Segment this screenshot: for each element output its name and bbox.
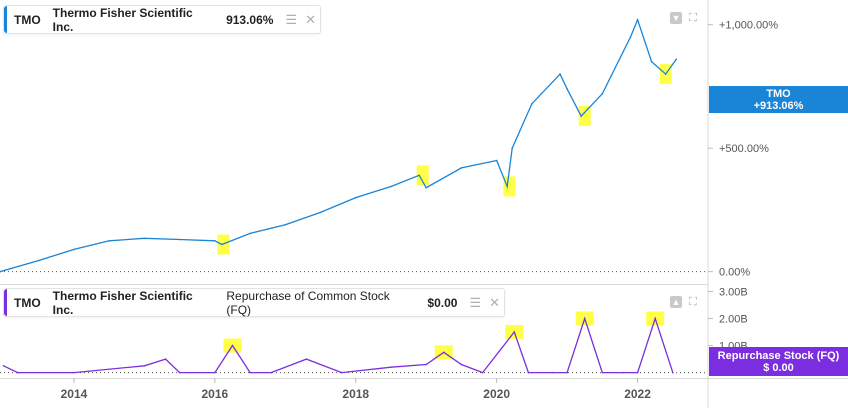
- data-point: [460, 363, 463, 366]
- data-point: [164, 358, 167, 360]
- series-color-bar: [4, 6, 7, 33]
- data-point: [531, 102, 533, 105]
- price-tag-ticker: TMO: [766, 88, 791, 100]
- data-point: [143, 237, 146, 240]
- data-point: [566, 371, 568, 374]
- data-point: [214, 239, 216, 242]
- y-tick-label: 2.00B: [719, 313, 748, 325]
- x-tick-label: 2014: [61, 387, 88, 401]
- legend-ticker[interactable]: TMO: [14, 295, 41, 310]
- data-point: [552, 371, 554, 374]
- data-point: [506, 185, 509, 188]
- data-point: [221, 243, 223, 246]
- data-point: [675, 58, 678, 61]
- data-point: [249, 371, 251, 374]
- data-point: [305, 358, 308, 360]
- bottom-legend: TMO Thermo Fisher Scientific Inc. Repurc…: [3, 288, 505, 317]
- highlight-marker: [578, 106, 591, 127]
- data-point: [664, 73, 667, 75]
- legend-value: $0.00: [427, 295, 458, 310]
- data-point: [481, 371, 484, 374]
- close-icon[interactable]: ✕: [305, 11, 316, 27]
- data-point: [580, 115, 582, 117]
- tmo-price-line: [0, 17, 677, 273]
- price-tag-value: +913.06%: [753, 100, 804, 112]
- data-point: [527, 371, 530, 374]
- legend-value: 913.06%: [226, 12, 274, 27]
- data-point: [178, 371, 181, 374]
- data-point: [231, 344, 234, 347]
- highlight-marker: [503, 176, 516, 197]
- repurchase-line: [3, 316, 674, 374]
- highlight-marker: [416, 165, 429, 186]
- y-tick-label: +500.00%: [719, 143, 769, 155]
- data-point: [513, 331, 516, 333]
- buyback-tag-name: Repurchase Stock (FQ): [717, 350, 840, 362]
- bottom-chart-tools: ▲ ⛶: [670, 296, 699, 308]
- layers-icon[interactable]: ☰: [469, 294, 482, 310]
- data-point: [636, 18, 639, 21]
- buyback-value-tag: Repurchase Stock (FQ) $ 0.00: [709, 347, 848, 376]
- layers-icon[interactable]: ☰: [285, 11, 298, 27]
- data-point: [601, 371, 604, 374]
- x-tick-label: 2016: [202, 387, 229, 401]
- series-color-bar: [4, 289, 7, 316]
- data-point: [37, 259, 40, 262]
- data-point: [495, 159, 498, 162]
- data-point: [566, 88, 568, 90]
- data-point: [249, 232, 251, 235]
- data-point: [443, 351, 445, 354]
- data-point: [16, 371, 19, 374]
- data-point: [108, 239, 110, 242]
- data-point: [340, 371, 343, 374]
- data-point: [354, 196, 357, 199]
- data-point: [629, 36, 632, 38]
- x-tick-label: 2020: [483, 387, 510, 401]
- data-point: [390, 366, 392, 368]
- data-point: [622, 371, 625, 374]
- close-icon[interactable]: ✕: [489, 294, 500, 310]
- upload-icon[interactable]: ▲: [670, 296, 682, 308]
- data-point: [654, 317, 656, 320]
- data-point: [460, 167, 463, 169]
- data-point: [178, 238, 181, 241]
- top-legend: TMO Thermo Fisher Scientific Inc. 913.06…: [3, 5, 321, 34]
- data-point: [284, 223, 287, 226]
- data-point: [636, 371, 639, 374]
- data-point: [425, 186, 428, 189]
- x-tick-label: 2018: [342, 387, 369, 401]
- data-point: [0, 270, 1, 273]
- data-point: [270, 371, 273, 374]
- expand-icon[interactable]: ⛶: [689, 296, 697, 308]
- x-tick-label: 2022: [624, 387, 651, 401]
- y-tick-label: 0.00%: [719, 267, 750, 279]
- y-tick-label: +1,000.00%: [719, 20, 778, 32]
- data-point: [390, 185, 392, 188]
- data-point: [73, 371, 75, 374]
- legend-company-name: Thermo Fisher Scientific Inc.: [52, 5, 193, 34]
- legend-metric: Repurchase of Common Stock (FQ): [226, 288, 390, 317]
- download-icon[interactable]: ▼: [670, 12, 682, 24]
- legend-company-name: Thermo Fisher Scientific Inc.: [52, 288, 193, 317]
- data-point: [583, 317, 586, 320]
- y-tick-label: 3.00B: [719, 286, 748, 298]
- data-point: [559, 73, 561, 75]
- expand-icon[interactable]: ⛶: [689, 12, 697, 24]
- buyback-tag-value: $ 0.00: [763, 362, 794, 374]
- data-point: [214, 371, 216, 374]
- data-point: [143, 365, 146, 367]
- legend-ticker[interactable]: TMO: [14, 12, 41, 27]
- data-point: [671, 371, 674, 374]
- data-point: [425, 363, 428, 366]
- price-value-tag: TMO +913.06%: [709, 86, 848, 113]
- data-point: [418, 174, 420, 177]
- data-point: [601, 93, 604, 95]
- data-point: [511, 147, 513, 149]
- data-point: [650, 60, 653, 63]
- data-point: [319, 211, 322, 214]
- data-point: [2, 365, 5, 367]
- data-point: [73, 248, 75, 251]
- top-chart-tools: ▼ ⛶: [670, 12, 699, 24]
